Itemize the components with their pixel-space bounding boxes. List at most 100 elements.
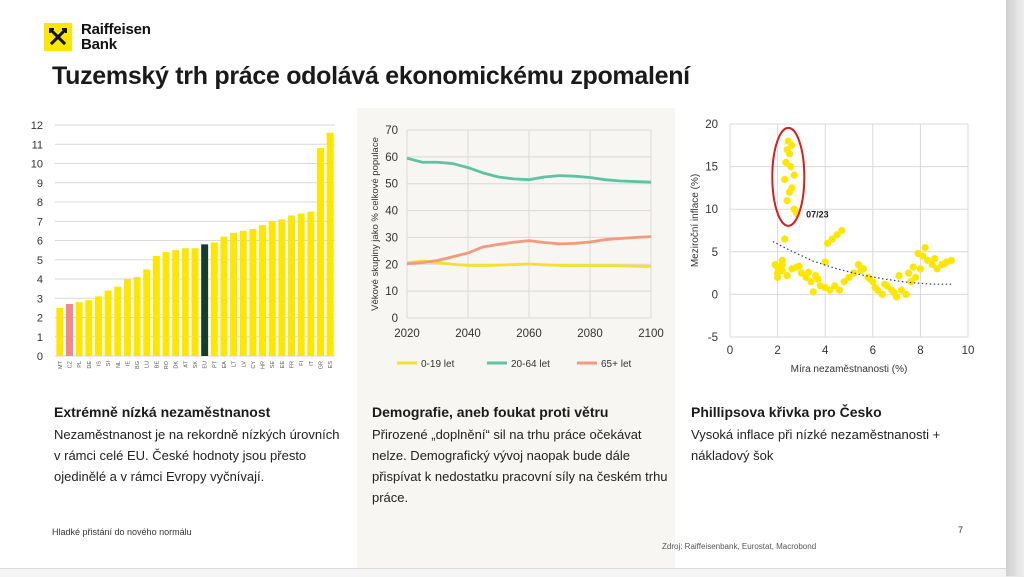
scatter-point bbox=[840, 278, 848, 286]
bar bbox=[104, 290, 112, 356]
scatter-point bbox=[787, 163, 795, 171]
legend-label: 65+ let bbox=[601, 359, 632, 370]
x-tick-label: 2100 bbox=[638, 328, 664, 340]
scatter-point bbox=[914, 249, 922, 258]
column-1-title: Extrémně nízká nezaměstnanost bbox=[54, 404, 271, 420]
scatter-point bbox=[909, 263, 917, 271]
scatter-point bbox=[902, 290, 910, 298]
x-tick-label: EA bbox=[222, 361, 228, 369]
bar bbox=[56, 307, 64, 356]
scatter-point bbox=[785, 188, 794, 196]
bar bbox=[239, 230, 247, 356]
slide-title: Tuzemský trh práce odolává ekonomickému … bbox=[52, 62, 690, 90]
x-axis-label: Míra nezaměstnanosti (%) bbox=[791, 364, 908, 375]
demography-line-chart: 0 10 20 30 40 50 60 70 2020 2040 2060 2080 2100 Věkov… bbox=[362, 118, 672, 383]
scatter-point bbox=[782, 158, 790, 166]
scatter-point bbox=[790, 171, 798, 179]
scatter-point bbox=[781, 175, 789, 183]
bar bbox=[278, 219, 286, 356]
series-line bbox=[406, 235, 652, 266]
legend-label: 20-64 let bbox=[511, 359, 550, 370]
scatter-point bbox=[878, 290, 886, 298]
y-axis-label: Meziroční inflace (%) bbox=[690, 174, 701, 267]
scatter-point bbox=[785, 150, 794, 158]
bar bbox=[143, 269, 151, 356]
x-tick-label: GR bbox=[319, 361, 325, 369]
y-tick-label: 2 bbox=[37, 313, 43, 325]
x-tick-label: IT bbox=[309, 360, 315, 366]
scatter-point bbox=[850, 269, 858, 277]
y-tick-label: 10 bbox=[385, 286, 398, 298]
scatter-point bbox=[845, 273, 853, 281]
y-tick-label: 0 bbox=[712, 289, 718, 301]
y-tick-label: 10 bbox=[31, 159, 43, 171]
y-tick-label: 3 bbox=[37, 293, 43, 305]
scatter-point bbox=[828, 235, 836, 243]
raiffeisen-logo: Raiffeisen Bank bbox=[44, 22, 151, 52]
scatter-point bbox=[774, 273, 782, 281]
scatter-point bbox=[804, 268, 813, 276]
bar bbox=[85, 300, 93, 356]
x-tick-label: CY bbox=[251, 361, 257, 369]
x-tick-label: FR bbox=[290, 361, 296, 368]
x-tick-label: IE bbox=[125, 361, 131, 367]
scatter-point bbox=[921, 243, 929, 252]
bar bbox=[191, 248, 199, 356]
source-note: Zdroj: Raiffeisenbank, Eurostat, Macrobo… bbox=[662, 542, 817, 551]
scatter-point bbox=[781, 235, 789, 243]
column-3-title: Phillipsova křivka pro Česko bbox=[691, 404, 882, 420]
x-tick-label: 2080 bbox=[577, 328, 603, 340]
scatter-point bbox=[823, 239, 832, 247]
bar bbox=[297, 213, 305, 356]
bar bbox=[123, 279, 131, 356]
bar bbox=[288, 215, 296, 356]
y-tick-label: 15 bbox=[705, 162, 718, 174]
y-tick-label: 0 bbox=[392, 313, 398, 325]
scatter-point bbox=[831, 282, 839, 290]
scatter-point bbox=[788, 141, 796, 149]
y-axis-label: Věkové skupiny jako % celkové populace bbox=[370, 137, 381, 311]
y-tick-label: 11 bbox=[32, 139, 43, 151]
scatter-point bbox=[928, 260, 936, 269]
x-tick-label: DE bbox=[87, 361, 93, 369]
y-tick-label: 50 bbox=[385, 179, 398, 191]
scatter-point bbox=[904, 269, 913, 277]
scatter-point bbox=[912, 273, 920, 281]
legend-label: 0-19 let bbox=[421, 359, 455, 370]
scatter-point bbox=[778, 266, 786, 275]
x-tick-label: HR bbox=[261, 361, 267, 369]
slide: Raiffeisen Bank Tuzemský trh práce odolá… bbox=[0, 0, 1006, 568]
x-tick-label: FI bbox=[299, 361, 305, 366]
column-1-text: Nezaměstnanost je na rekordně nízkých úr… bbox=[54, 427, 340, 484]
bar bbox=[326, 132, 334, 356]
y-tick-label: 20 bbox=[705, 119, 718, 131]
x-tick-label: MT bbox=[58, 360, 64, 369]
x-tick-label: LT bbox=[232, 360, 238, 367]
bar bbox=[201, 244, 209, 356]
x-tick-label: BG bbox=[135, 361, 141, 369]
x-tick-label: 2060 bbox=[516, 328, 542, 340]
y-tick-label: 1 bbox=[37, 332, 43, 344]
scatter-point bbox=[783, 197, 791, 205]
column-2-title: Demografie, aneb foukat proti větru bbox=[372, 404, 609, 420]
scatter-point bbox=[857, 266, 865, 275]
scatter-point bbox=[795, 262, 803, 270]
scatter-point bbox=[897, 286, 905, 294]
x-tick-label: NL bbox=[116, 361, 122, 368]
y-tick-label: 12 bbox=[31, 120, 43, 132]
unemployment-bar-chart: 0 1 2 3 4 5 6 7 8 9 10 11 12 MT CZ PL DE IS SI NL IE BG LU BE RO… bbox=[25, 115, 345, 385]
x-tick-label: LV bbox=[241, 361, 247, 368]
bar bbox=[162, 252, 170, 356]
x-tick-label: EE bbox=[280, 361, 286, 369]
y-tick-label: 60 bbox=[385, 152, 398, 164]
bar bbox=[268, 221, 276, 356]
scatter-point bbox=[871, 283, 879, 292]
x-tick-label: CZ bbox=[67, 360, 73, 368]
x-tick-label: PT bbox=[212, 360, 218, 368]
scatter-point bbox=[907, 278, 915, 286]
scatter-point bbox=[931, 255, 939, 263]
y-tick-label: 5 bbox=[712, 247, 718, 259]
x-tick-label: SI bbox=[106, 361, 112, 367]
y-tick-label: 70 bbox=[385, 125, 398, 137]
scatter-point bbox=[854, 260, 863, 269]
